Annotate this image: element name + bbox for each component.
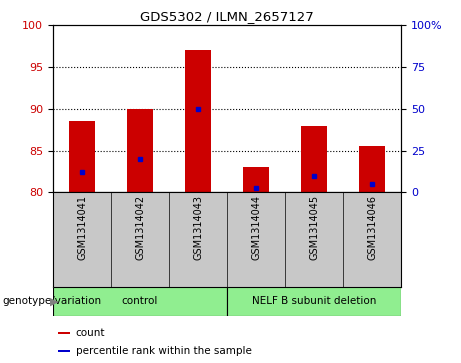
Bar (58, 350, 71, 352)
Bar (127, 109, 153, 192)
Text: percentile rank within the sample: percentile rank within the sample (76, 346, 252, 356)
Text: control: control (122, 296, 158, 306)
Text: ▶: ▶ (50, 296, 58, 306)
Bar (243, 167, 269, 192)
Bar (69, 121, 95, 192)
Title: GDS5302 / ILMN_2657127: GDS5302 / ILMN_2657127 (140, 10, 314, 23)
Text: count: count (76, 328, 105, 338)
Bar (53, 287, 227, 316)
Text: GSM1314045: GSM1314045 (309, 195, 319, 260)
Text: GSM1314043: GSM1314043 (193, 195, 203, 260)
Bar (227, 287, 401, 316)
Text: GSM1314046: GSM1314046 (367, 195, 377, 260)
Text: GSM1314044: GSM1314044 (251, 195, 261, 260)
Text: GSM1314042: GSM1314042 (135, 195, 145, 260)
Text: NELF B subunit deletion: NELF B subunit deletion (252, 296, 376, 306)
Bar (58, 332, 71, 334)
Text: genotype/variation: genotype/variation (2, 296, 101, 306)
Bar (301, 126, 327, 192)
Text: GSM1314041: GSM1314041 (77, 195, 87, 260)
Bar (185, 50, 211, 192)
Bar (359, 146, 385, 192)
